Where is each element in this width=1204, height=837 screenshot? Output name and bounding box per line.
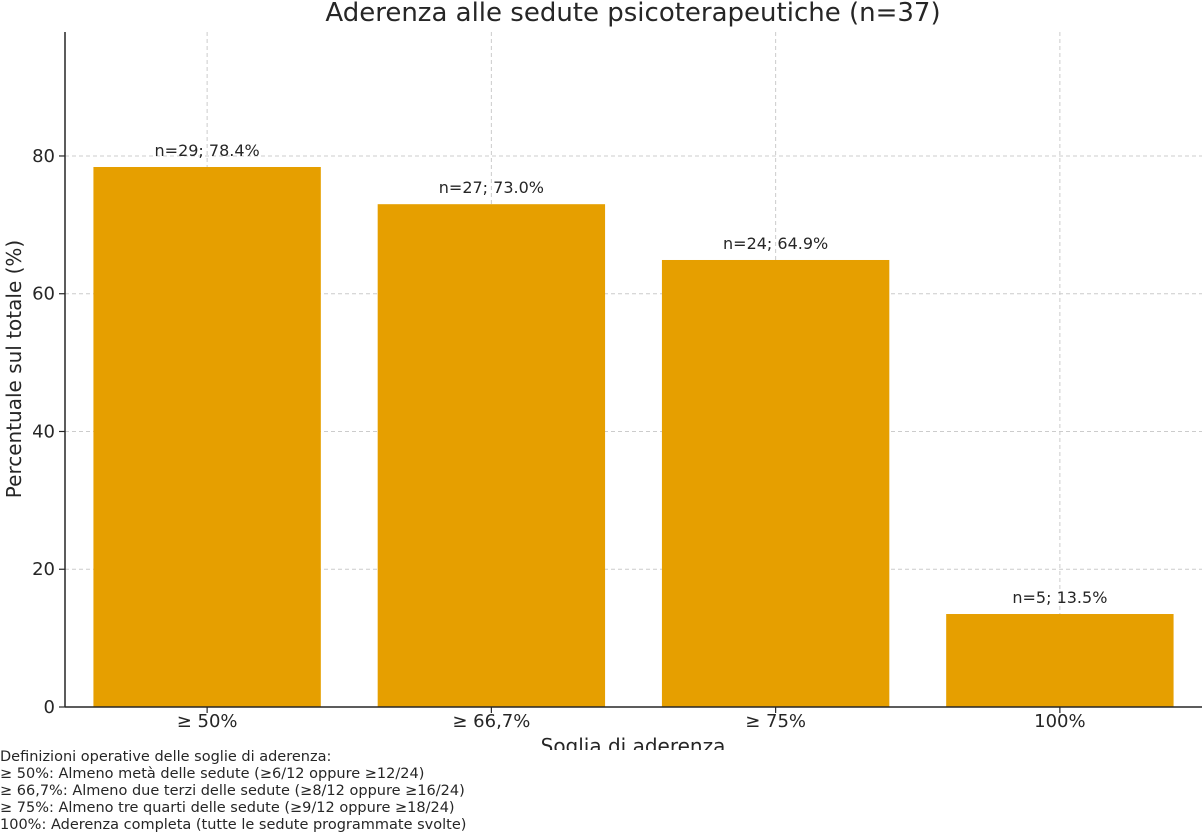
x-ticks: ≥ 50% ≥ 66,7% ≥ 75% 100% <box>177 707 1086 732</box>
x-tick-label: 100% <box>1034 711 1085 732</box>
y-tick-label: 40 <box>32 421 55 442</box>
data-label: n=24; 64.9% <box>723 234 828 253</box>
note-line: ≥ 66,7%: Almeno due terzi delle sedute (… <box>0 783 465 799</box>
axes <box>64 32 1202 708</box>
data-label: n=5; 13.5% <box>1012 588 1107 607</box>
y-tick-label: 80 <box>32 146 55 167</box>
bar <box>946 614 1174 707</box>
x-axis-label: Soglia di aderenza <box>541 734 726 750</box>
x-tick-label: ≥ 66,7% <box>452 711 530 732</box>
y-ticks: 0 20 40 60 80 <box>32 146 65 718</box>
y-tick-label: 0 <box>44 697 55 718</box>
y-tick-label: 60 <box>32 284 55 305</box>
data-label: n=27; 73.0% <box>439 178 544 197</box>
y-axis-label: Percentuale sul totale (%) <box>2 240 26 498</box>
x-tick-label: ≥ 75% <box>745 711 806 732</box>
note-line: 100%: Aderenza completa (tutte le sedute… <box>0 817 467 833</box>
bar <box>661 259 890 707</box>
threshold-definitions: Definizioni operative delle soglie di ad… <box>0 749 466 834</box>
note-line: ≥ 75%: Almeno tre quarti delle sedute (≥… <box>0 800 455 816</box>
note-line: ≥ 50%: Almeno metà delle sedute (≥6/12 o… <box>0 766 425 782</box>
notes-heading: Definizioni operative delle soglie di ad… <box>0 749 332 765</box>
data-labels: n=29; 78.4% n=27; 73.0% n=24; 64.9% n=5; 13… <box>155 141 1108 607</box>
bars <box>93 167 1174 707</box>
x-tick-label: ≥ 50% <box>177 711 238 732</box>
bar <box>93 167 321 707</box>
bar-chart: Aderenza alle sedute psicoterapeutiche (… <box>2 0 1202 750</box>
data-label: n=29; 78.4% <box>155 141 260 160</box>
chart-title: Aderenza alle sedute psicoterapeutiche (… <box>325 0 940 28</box>
bar <box>377 204 606 707</box>
y-tick-label: 20 <box>32 559 55 580</box>
